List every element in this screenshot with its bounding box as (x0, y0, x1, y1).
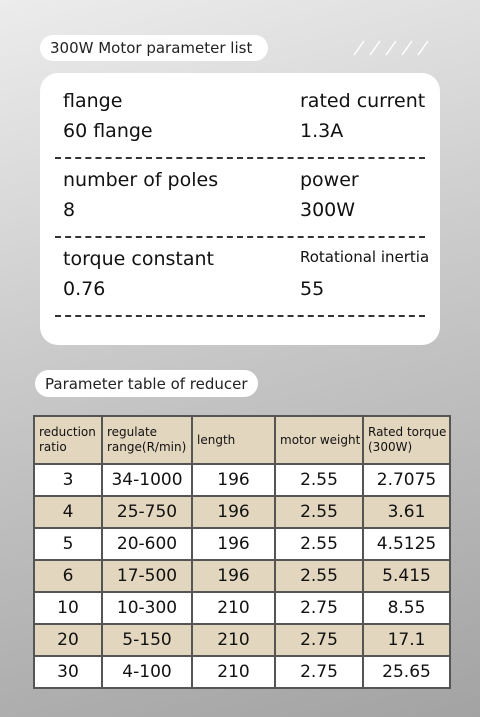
table-cell: 20-600 (101, 527, 193, 561)
table-cell: 17.1 (362, 623, 451, 657)
divider (55, 157, 425, 159)
table-cell: 2.75 (274, 591, 364, 625)
params-card: flange 60 flange rated current 1.3A number o… (40, 73, 440, 345)
param-value: 1.3A (300, 120, 344, 142)
param-value: 300W (300, 199, 356, 221)
table-cell: 17-500 (101, 559, 193, 593)
table-cell: 5-150 (101, 623, 193, 657)
reducer-table: reduction ratio regulate range(R/min) leng… (33, 415, 451, 689)
table-cell: 196 (191, 527, 276, 561)
table-cell: 6 (33, 559, 103, 593)
table-cell: 2.55 (274, 495, 364, 529)
table-cell: 196 (191, 463, 276, 497)
table-cell: 210 (191, 591, 276, 625)
table-cell: 8.55 (362, 591, 451, 625)
table-cell: 2.55 (274, 527, 364, 561)
table-row: 20 5-150 210 2.75 17.1 (33, 623, 451, 657)
param-label: torque constant (63, 248, 214, 270)
header-cell: reduction ratio (33, 415, 103, 465)
table-cell: 3.61 (362, 495, 451, 529)
param-label: number of poles (63, 169, 219, 191)
table-row: 10 10-300 210 2.75 8.55 (33, 591, 451, 625)
table-cell: 4-100 (101, 655, 193, 689)
divider (55, 315, 425, 317)
header-cell: regulate range(R/min) (101, 415, 193, 465)
table-cell: 196 (191, 559, 276, 593)
param-value: 0.76 (63, 278, 106, 300)
header-row: reduction ratio regulate range(R/min) leng… (33, 415, 451, 465)
table-cell: 2.75 (274, 623, 364, 657)
header-cell: length (191, 415, 276, 465)
table-cell: 5 (33, 527, 103, 561)
divider (55, 236, 425, 238)
table-cell: 210 (191, 655, 276, 689)
table-row: 3 34-1000 196 2.55 2.7075 (33, 463, 451, 497)
table-row: 5 20-600 196 2.55 4.5125 (33, 527, 451, 561)
table-cell: 5.415 (362, 559, 451, 593)
table-cell: 10-300 (101, 591, 193, 625)
decoration (353, 40, 429, 56)
table-cell: 196 (191, 495, 276, 529)
header-cell: motor weight (274, 415, 364, 465)
table-cell: 20 (33, 623, 103, 657)
table-cell: 25.65 (362, 655, 451, 689)
param-label: flange (63, 90, 123, 112)
table-cell: 25-750 (101, 495, 193, 529)
table-cell: 4 (33, 495, 103, 529)
reducer-title: Parameter table of reducer (35, 370, 258, 397)
params-title: 300W Motor parameter list (40, 35, 268, 61)
table-row: 4 25-750 196 2.55 3.61 (33, 495, 451, 529)
param-label: rated current (300, 90, 426, 112)
table-row: 30 4-100 210 2.75 25.65 (33, 655, 451, 689)
param-value: 8 (63, 199, 76, 221)
table-cell: 2.55 (274, 463, 364, 497)
table-cell: 3 (33, 463, 103, 497)
param-label: Rotational inertia (300, 248, 430, 266)
table-row: 6 17-500 196 2.55 5.415 (33, 559, 451, 593)
table-cell: 2.75 (274, 655, 364, 689)
param-value: 55 (300, 278, 325, 300)
table-cell: 210 (191, 623, 276, 657)
param-value: 60 flange (63, 120, 153, 142)
table-cell: 30 (33, 655, 103, 689)
table-cell: 4.5125 (362, 527, 451, 561)
table-cell: 10 (33, 591, 103, 625)
table-cell: 34-1000 (101, 463, 193, 497)
table-cell: 2.55 (274, 559, 364, 593)
table-cell: 2.7075 (362, 463, 451, 497)
param-label: power (300, 169, 359, 191)
header-cell: Rated torque (300W) (362, 415, 451, 465)
